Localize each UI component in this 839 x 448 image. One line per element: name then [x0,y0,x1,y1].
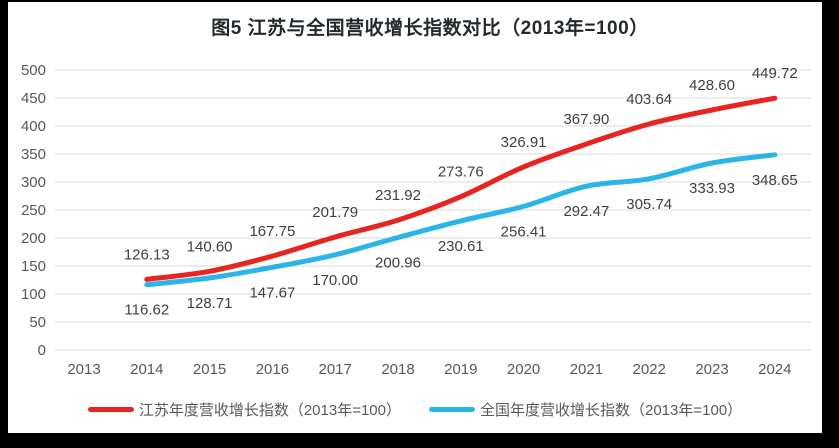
scan-border-left [0,0,8,448]
data-label: 305.74 [626,196,672,213]
data-label: 348.65 [752,172,798,189]
x-axis-tick-label: 2016 [256,361,289,378]
x-axis-tick-label: 2024 [758,361,791,378]
data-label: 116.62 [124,302,169,319]
data-label: 326.91 [501,134,547,151]
x-axis-tick-label: 2022 [633,361,666,378]
data-label: 292.47 [563,203,609,220]
x-axis-tick-label: 2019 [444,361,477,378]
x-axis-tick-label: 2017 [319,361,352,378]
chart-legend: 江苏年度营收增长指数（2013年=100） 全国年度营收增长指数（2013年=1… [8,399,822,420]
series-line-jiangsu [144,95,778,282]
data-label: 147.67 [249,284,295,301]
legend-label-jiangsu: 江苏年度营收增长指数（2013年=100） [138,402,401,419]
y-axis-tick-label: 300 [21,174,46,191]
x-axis-tick-label: 2015 [193,361,226,378]
data-label: 170.00 [312,272,358,289]
y-axis-tick-label: 50 [29,314,46,331]
x-axis-tick-label: 2020 [507,361,540,378]
y-axis-tick-label: 0 [38,342,46,359]
data-label: 449.72 [752,65,798,82]
data-label: 367.90 [563,111,609,128]
chart-title: 图5 江苏与全国营收增长指数对比（2013年=100） [211,18,649,39]
data-label: 128.71 [187,295,233,312]
data-label: 126.13 [124,246,170,263]
data-label: 231.92 [375,187,421,204]
legend-label-national: 全国年度营收增长指数（2013年=100） [480,402,743,419]
jiangsu-line-swatch-icon [87,407,134,412]
data-label: 167.75 [249,223,295,240]
data-label: 201.79 [312,204,358,221]
data-label: 140.60 [187,238,233,255]
y-axis-tick-label: 500 [21,62,46,79]
series-line-national [144,152,778,288]
data-label: 428.60 [689,77,735,94]
scan-border-right [822,0,839,448]
y-axis-tick-label: 400 [21,118,46,135]
scan-border-bottom [0,433,839,448]
data-label: 273.76 [438,164,484,181]
x-axis-tick-label: 2014 [130,361,163,378]
y-axis-tick-label: 250 [21,202,46,219]
legend-item-jiangsu: 江苏年度营收增长指数（2013年=100） [87,399,401,420]
scan-border-top [0,0,839,2]
legend-item-national: 全国年度营收增长指数（2013年=100） [429,399,742,420]
x-axis-tick-label: 2021 [570,361,603,378]
x-axis-tick-label: 2018 [381,361,414,378]
data-label: 230.61 [438,238,484,255]
national-line-swatch-icon [429,407,475,412]
data-label: 200.96 [375,254,421,271]
y-axis-tick-label: 450 [21,90,46,107]
y-axis-tick-label: 100 [21,286,46,303]
y-axis-tick-label: 150 [21,258,46,275]
data-label: 333.93 [689,180,735,197]
y-axis-tick-label: 200 [21,230,46,247]
x-axis-tick-label: 2023 [695,361,728,378]
data-label: 403.64 [626,91,672,108]
data-label: 256.41 [501,223,547,240]
x-axis-tick-label: 2013 [67,361,100,378]
y-axis-tick-label: 350 [21,146,46,163]
